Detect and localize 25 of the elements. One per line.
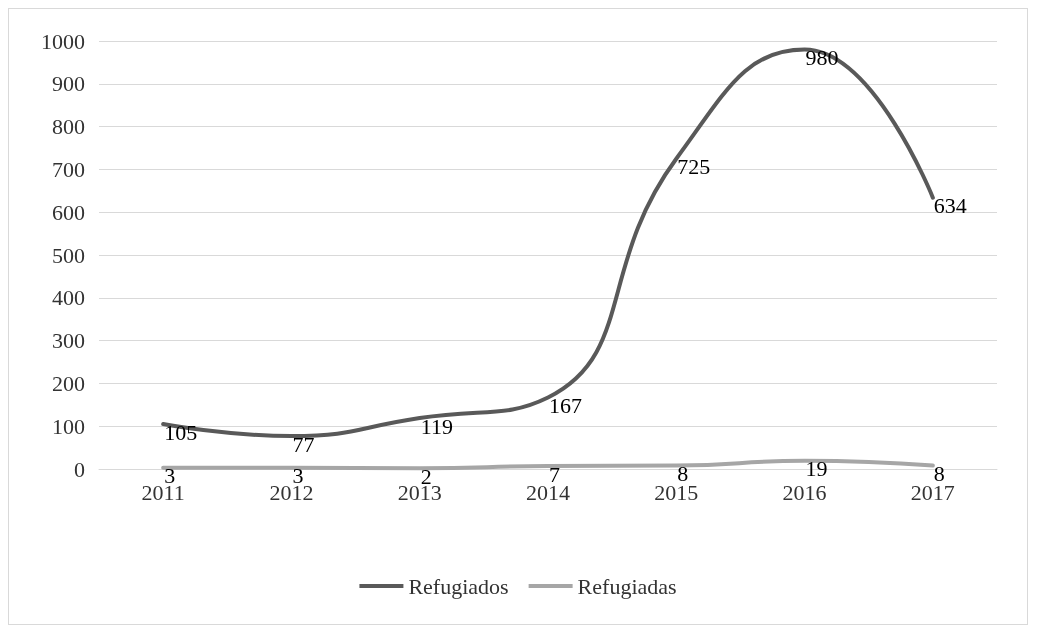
y-tick-label: 1000	[41, 28, 85, 54]
data-label: 119	[420, 413, 453, 439]
data-label: 77	[292, 431, 315, 457]
y-tick-label: 900	[52, 71, 85, 97]
data-label: 19	[805, 456, 828, 482]
data-label: 980	[805, 45, 839, 71]
y-tick-label: 400	[52, 285, 85, 311]
data-label: 634	[933, 193, 967, 219]
legend-label: Refugiadas	[577, 573, 677, 599]
y-tick-label: 300	[52, 328, 85, 354]
legend-label: Refugiados	[408, 573, 509, 599]
data-label: 8	[933, 461, 945, 487]
y-tick-label: 500	[52, 242, 85, 268]
y-tick-label: 800	[52, 114, 85, 140]
data-label: 8	[677, 461, 689, 487]
line-series	[161, 47, 935, 439]
data-label: 725	[677, 154, 711, 180]
data-label: 7	[549, 461, 560, 487]
y-tick-label: 600	[52, 199, 85, 225]
x-tick-label: 2016	[782, 479, 827, 505]
y-tick-label: 0	[74, 456, 85, 482]
y-tick-label: 100	[52, 413, 85, 439]
y-tick-label: 700	[52, 156, 85, 182]
y-tick-label: 200	[52, 370, 85, 396]
data-label: 167	[549, 393, 582, 419]
